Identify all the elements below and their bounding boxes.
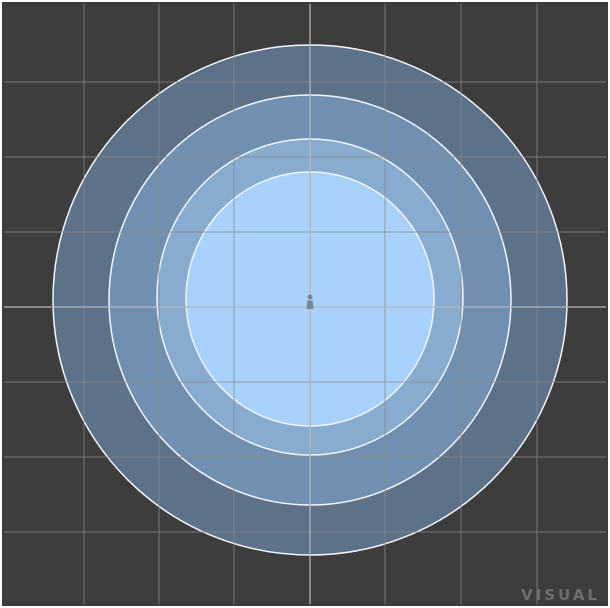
pivot-icon[interactable] (306, 294, 314, 309)
